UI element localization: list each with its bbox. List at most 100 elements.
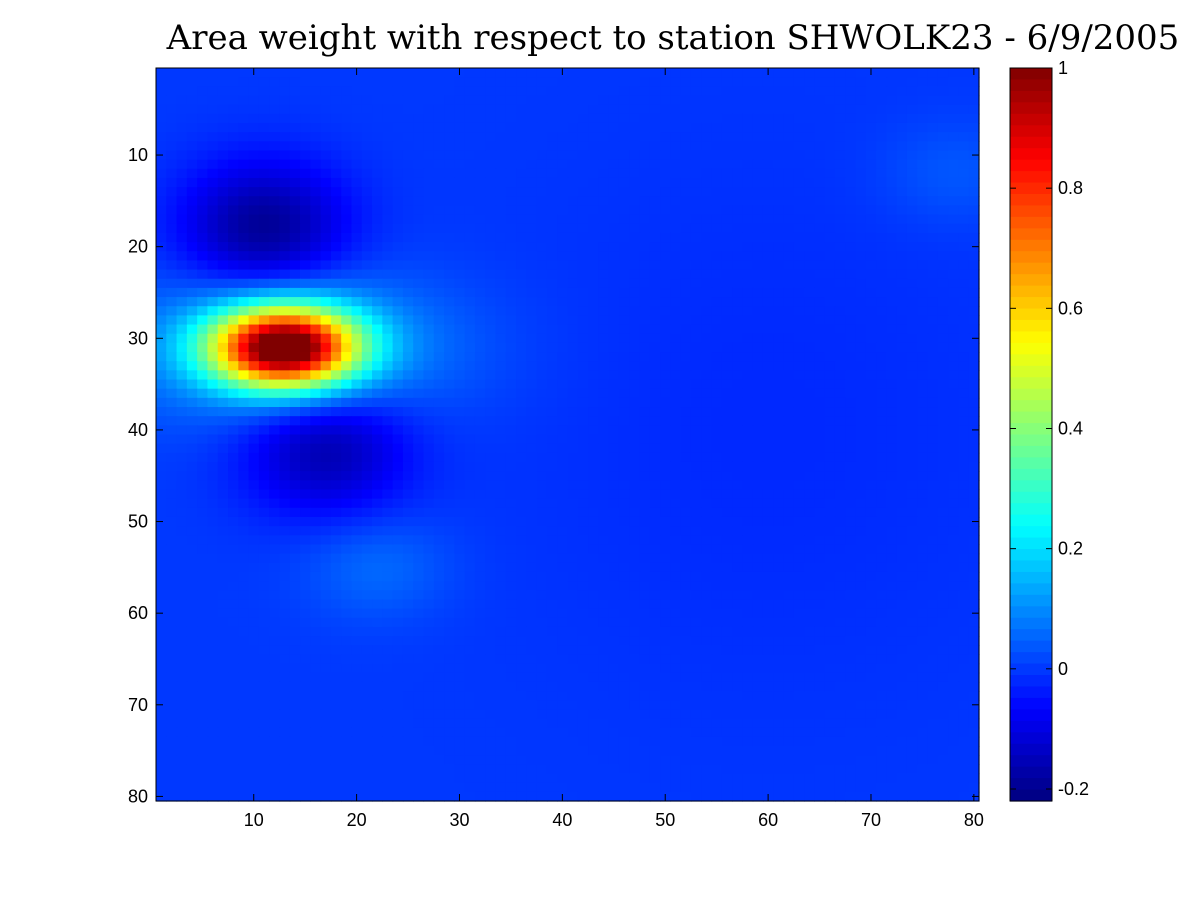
heatmap-cell [588,287,599,298]
heatmap-cell [372,269,383,280]
heatmap-cell [351,544,363,555]
heatmap-cell [670,196,682,207]
heatmap-cell [423,159,435,170]
heatmap-cell [773,507,785,518]
heatmap-cell [197,608,209,619]
heatmap-cell [228,95,239,106]
heatmap-cell [824,434,836,445]
heatmap-cell [865,526,877,536]
heatmap-cell [279,590,291,601]
heatmap-cell [217,361,229,371]
heatmap-cell [958,159,970,170]
heatmap-cell [485,68,497,78]
heatmap-cell [732,187,743,197]
heatmap-cell [742,214,754,225]
heatmap-cell [248,571,260,582]
heatmap-cell [166,251,178,262]
heatmap-cell [896,407,908,417]
heatmap-cell [444,471,455,481]
heatmap-cell [341,168,353,179]
heatmap-cell [567,443,579,454]
heatmap-cell [207,361,219,371]
heatmap-cell [577,416,589,426]
heatmap-cell [690,86,702,97]
heatmap-cell [166,452,178,463]
heatmap-cell [474,223,486,234]
heatmap-cell [526,251,538,262]
heatmap-cell [896,223,908,234]
heatmap-cell [474,306,486,316]
heatmap-cell [917,526,929,536]
heatmap-cell [402,104,414,115]
heatmap-cell [804,214,815,225]
heatmap-cell [485,581,497,591]
heatmap-cell [588,187,599,197]
heatmap-cell [567,407,579,417]
heatmap-cell [598,416,610,426]
heatmap-cell [958,562,970,573]
heatmap-cell [721,132,733,142]
heatmap-cell [701,342,713,353]
heatmap-cell [845,68,857,78]
heatmap-cell [639,260,651,271]
heatmap-cell [845,590,857,601]
heatmap-cell [865,461,877,472]
heatmap-cell [721,626,733,637]
heatmap-cell [721,232,733,243]
heatmap-cell [382,489,394,500]
heatmap-cell [742,452,754,463]
heatmap-cell [516,122,527,133]
heatmap-cell [289,77,301,87]
heatmap-cell [927,324,939,335]
heatmap-cell [732,150,743,161]
heatmap-cell [701,480,713,491]
heatmap-cell [207,626,219,637]
heatmap-cell [505,599,517,610]
heatmap-cell [886,599,898,610]
heatmap-cell [732,407,743,417]
heatmap-cell [176,132,188,142]
heatmap-cell [505,379,517,390]
heatmap-cell [423,535,435,546]
heatmap-cell [536,516,548,527]
heatmap-cell [557,571,569,582]
heatmap-cell [804,278,815,289]
heatmap-cell [310,443,322,454]
heatmap-cell [917,113,929,124]
heatmap-cell [495,526,507,536]
heatmap-cell [567,581,579,591]
heatmap-cell [834,251,846,262]
heatmap-cell [474,489,486,500]
heatmap-cell [773,177,785,188]
heatmap-cell [629,333,641,344]
heatmap-cell [793,315,805,326]
heatmap-cell [402,626,414,637]
heatmap-cell [279,242,291,252]
heatmap-cell [526,443,538,454]
heatmap-cell [598,553,610,564]
heatmap-cell [783,617,795,628]
heatmap-cell [865,397,877,408]
heatmap-cell [207,461,219,472]
heatmap-cell [413,132,425,142]
heatmap-cell [372,168,383,179]
heatmap-cell [310,571,322,582]
heatmap-cell [845,141,857,152]
heatmap-cell [742,104,754,115]
heatmap-cell [937,168,949,179]
heatmap-cell [732,352,743,362]
heatmap-cell [516,581,527,591]
heatmap-cell [670,626,682,637]
heatmap-cell [742,278,754,289]
heatmap-cell [279,452,291,463]
heatmap-cell [958,297,970,307]
heatmap-cell [896,489,908,500]
heatmap-cell [896,150,908,161]
heatmap-cell [454,86,466,97]
heatmap-cell [732,86,743,97]
heatmap-cell [906,287,918,298]
heatmap-cell [834,434,846,445]
heatmap-cell [516,407,527,417]
heatmap-cell [258,251,270,262]
heatmap-cell [649,287,661,298]
